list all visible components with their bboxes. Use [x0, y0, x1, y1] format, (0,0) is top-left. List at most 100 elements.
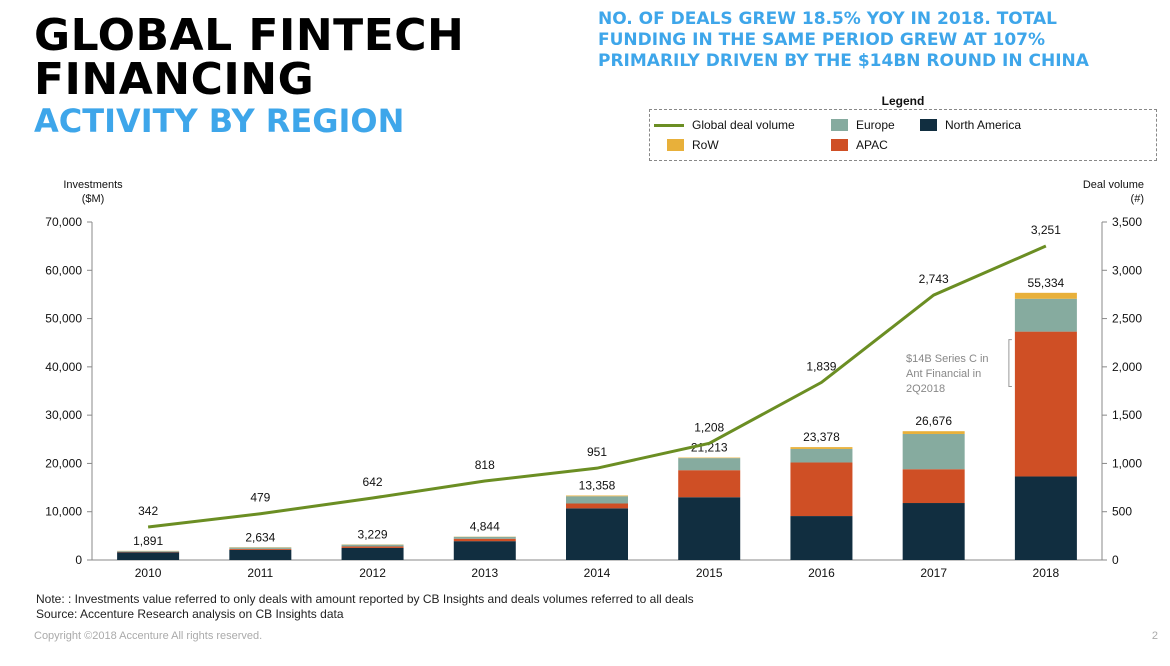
left-tick-label: 40,000	[45, 360, 82, 374]
right-axis-title: Deal volume (#)	[1058, 178, 1144, 206]
bar-segment-apac	[229, 548, 292, 550]
legend-item-north-america: North America	[920, 118, 1021, 132]
bar-total-label: 13,358	[579, 478, 616, 492]
legend-swatch	[831, 139, 848, 151]
x-tick-label: 2012	[359, 566, 386, 580]
annotation-ant-financial: $14B Series C in Ant Financial in 2Q2018	[906, 352, 1006, 397]
bar-segment-north-america	[341, 547, 404, 560]
title-line-3: ACTIVITY BY REGION	[34, 102, 405, 140]
deal-volume-label: 2,743	[919, 272, 949, 286]
legend-swatch	[920, 119, 937, 131]
deal-volume-label: 479	[250, 491, 270, 505]
legend-title: Legend	[881, 94, 925, 108]
title-line-1: GLOBAL FINTECH	[34, 10, 465, 61]
legend-label: Europe	[856, 118, 895, 132]
x-tick-label: 2017	[920, 566, 947, 580]
legend-item-row: RoW	[667, 138, 719, 152]
left-axis-title-line-2: ($M)	[81, 193, 105, 205]
bar-segment-apac	[902, 469, 965, 504]
headline-line-3: PRIMARILY DRIVEN BY THE $14BN ROUND IN C…	[598, 51, 1089, 71]
bar-segment-north-america	[790, 516, 853, 560]
bar-total-label: 2,634	[245, 530, 275, 544]
x-tick-label: 2015	[696, 566, 723, 580]
bar-segment-apac	[341, 546, 404, 548]
bar-total-label: 4,844	[470, 520, 500, 534]
copyright: Copyright ©2018 Accenture All rights res…	[34, 630, 263, 642]
x-tick-label: 2018	[1033, 566, 1060, 580]
page-title: GLOBAL FINTECH FINANCING ACTIVITY BY REG…	[34, 10, 465, 141]
deal-volume-label: 818	[475, 458, 495, 472]
bar-segment-europe	[453, 536, 516, 539]
x-tick-label: 2010	[135, 566, 162, 580]
bar-segment-row	[902, 431, 965, 434]
bar-segment-north-america	[117, 552, 180, 560]
deal-volume-line	[147, 244, 1047, 529]
headline-line-2: FUNDING IN THE SAME PERIOD GREW AT 107%	[598, 30, 1046, 50]
bar-segment-europe	[678, 458, 741, 471]
chart-legend: Legend Global deal volume Europe North A…	[649, 94, 1157, 161]
right-tick-label: 1,000	[1112, 456, 1142, 470]
bar-segment-row	[678, 457, 741, 459]
deal-volume-label: 642	[363, 475, 383, 489]
left-tick-label: 20,000	[45, 456, 82, 470]
bar-segment-north-america	[453, 541, 516, 560]
deal-volume-label: 951	[587, 445, 607, 459]
deal-volume-label: 1,208	[694, 420, 724, 434]
title-line-2: FINANCING	[34, 54, 315, 105]
left-tick-label: 0	[75, 553, 82, 567]
bar-total-label: 3,229	[358, 527, 388, 541]
left-tick-label: 70,000	[45, 215, 82, 229]
x-tick-label: 2011	[247, 566, 273, 580]
footnote-source: Source: Accenture Research analysis on C…	[36, 607, 344, 621]
bar-segment-europe	[117, 551, 180, 552]
footnote-note: Note: : Investments value referred to on…	[36, 592, 694, 606]
legend-label: North America	[945, 118, 1022, 132]
right-tick-label: 0	[1112, 553, 1119, 567]
bar-segment-europe	[566, 496, 628, 504]
bar-segment-north-america	[229, 549, 292, 560]
annotation-bracket	[1008, 339, 1012, 387]
bar-segment-north-america	[1014, 476, 1077, 560]
annotation-line-2: Ant Financial in	[906, 368, 982, 380]
bar-segment-apac	[1014, 331, 1077, 477]
right-tick-label: 3,000	[1112, 263, 1142, 277]
left-tick-label: 30,000	[45, 408, 82, 422]
bar-segment-europe	[229, 547, 292, 549]
annotation-line-1: $14B Series C in	[906, 353, 989, 365]
bar-segment-north-america	[902, 503, 965, 560]
legend-item-europe: Europe	[831, 118, 895, 132]
bar-segment-row	[790, 447, 853, 449]
legend-line-swatch	[654, 123, 684, 127]
legend-swatch	[667, 139, 684, 151]
x-tick-label: 2016	[808, 566, 835, 580]
legend-label: RoW	[692, 138, 719, 152]
left-tick-label: 60,000	[45, 263, 82, 277]
headline: NO. OF DEALS GREW 18.5% YOY IN 2018. TOT…	[598, 9, 1158, 72]
right-tick-label: 2,500	[1112, 312, 1142, 326]
right-tick-label: 500	[1112, 505, 1132, 519]
bar-segment-europe	[341, 544, 404, 547]
left-tick-label: 50,000	[45, 312, 82, 326]
bar-segment-europe	[1014, 298, 1077, 332]
right-tick-label: 3,500	[1112, 215, 1142, 229]
page-number: 2	[1151, 630, 1158, 642]
bar-segment-apac	[790, 462, 853, 517]
bar-segment-apac	[453, 538, 516, 542]
legend-label: Global deal volume	[692, 118, 795, 132]
bar-segment-north-america	[678, 497, 741, 560]
legend-label: APAC	[856, 138, 888, 152]
bar-total-label: 23,378	[803, 430, 840, 444]
legend-item-apac: APAC	[831, 138, 888, 152]
x-tick-label: 2013	[471, 566, 498, 580]
annotation-line-3: 2Q2018	[906, 383, 946, 395]
bar-segment-apac	[678, 470, 741, 498]
bar-segment-europe	[790, 448, 853, 463]
right-axis-title-line-1: Deal volume	[1082, 179, 1144, 191]
bar-segment-europe	[902, 433, 965, 470]
bar-total-label: 1,891	[133, 534, 163, 548]
bar-segment-north-america	[566, 508, 628, 560]
footnote: Note: : Investments value referred to on…	[36, 592, 694, 622]
bar-segment-apac	[566, 503, 628, 509]
left-tick-label: 10,000	[45, 505, 82, 519]
